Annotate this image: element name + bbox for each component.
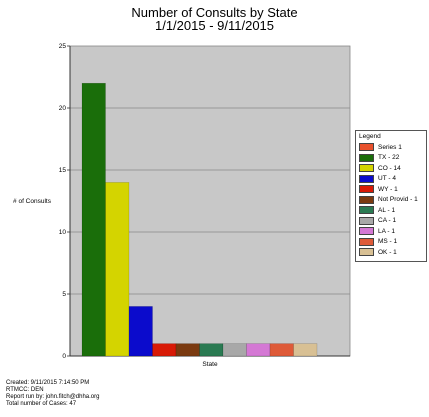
legend-label: CO - 14: [378, 164, 401, 172]
legend-title: Legend: [359, 133, 381, 140]
chart-legend: Legend Series 1 TX - 22 CO - 14 UT - 4 WY - …: [355, 130, 427, 262]
bar: [105, 182, 130, 357]
legend-label: Series 1: [378, 143, 402, 151]
legend-item: WY - 1: [359, 184, 423, 195]
bar: [293, 343, 318, 357]
bar: [128, 306, 153, 357]
x-axis-label: State: [202, 361, 218, 368]
bar: [81, 82, 106, 357]
chart-title: Number of Consults by State: [131, 5, 298, 20]
run-by-text: Report run by: john.fitch@dhha.org: [6, 394, 100, 400]
legend-item: Series 1: [359, 142, 423, 153]
legend-label: LA - 1: [378, 227, 395, 235]
bar: [152, 343, 177, 357]
legend-swatch: [359, 174, 374, 183]
legend-swatch: [359, 237, 374, 246]
legend-item: MS - 1: [359, 237, 423, 248]
legend-label: Not Provid - 1: [378, 196, 418, 204]
bar: [246, 343, 271, 357]
y-axis-label: # of Consults: [13, 198, 52, 205]
report-footer: Created: 9/11/2015 7:14:50 PM RTMCC: DEN…: [6, 380, 99, 408]
bar: [175, 343, 200, 357]
legend-swatch: [359, 143, 374, 152]
legend-item: AL - 1: [359, 205, 423, 216]
legend-swatch: [359, 216, 374, 225]
legend-item: OK - 1: [359, 247, 423, 258]
legend-swatch: [359, 185, 374, 194]
y-tick-label: 20: [59, 105, 67, 112]
legend-label: OK - 1: [378, 248, 397, 256]
y-tick-label: 15: [59, 167, 67, 174]
legend-item: CA - 1: [359, 216, 423, 227]
legend-label: MS - 1: [378, 238, 398, 246]
legend-swatch: [359, 153, 374, 162]
legend-label: WY - 1: [378, 185, 398, 193]
legend-swatch: [359, 227, 374, 236]
y-tick-label: 5: [62, 291, 66, 298]
legend-swatch: [359, 206, 374, 215]
legend-swatch: [359, 195, 374, 204]
legend-item: Not Provid - 1: [359, 195, 423, 206]
y-tick-label: 25: [59, 43, 67, 50]
legend-item: UT - 4: [359, 174, 423, 185]
legend-label: AL - 1: [378, 206, 396, 214]
legend-label: UT - 4: [378, 175, 396, 183]
total-cases-text: Total number of Cases: 47: [6, 401, 77, 407]
y-tick-label: 0: [62, 353, 66, 360]
legend-label: TX - 22: [378, 154, 400, 162]
legend-item: TX - 22: [359, 153, 423, 164]
y-tick-label: 10: [59, 229, 67, 236]
legend-label: CA - 1: [378, 217, 397, 225]
bar: [199, 343, 224, 357]
created-text: Created: 9/11/2015 7:14:50 PM: [6, 380, 90, 386]
legend-item: CO - 14: [359, 163, 423, 174]
rtmcc-text: RTMCC: DEN: [6, 387, 44, 393]
legend-swatch: [359, 164, 374, 173]
bar: [222, 343, 247, 357]
legend-item: LA - 1: [359, 226, 423, 237]
chart-subtitle: 1/1/2015 - 9/11/2015: [154, 18, 275, 33]
bar: [269, 343, 294, 357]
legend-swatch: [359, 248, 374, 257]
